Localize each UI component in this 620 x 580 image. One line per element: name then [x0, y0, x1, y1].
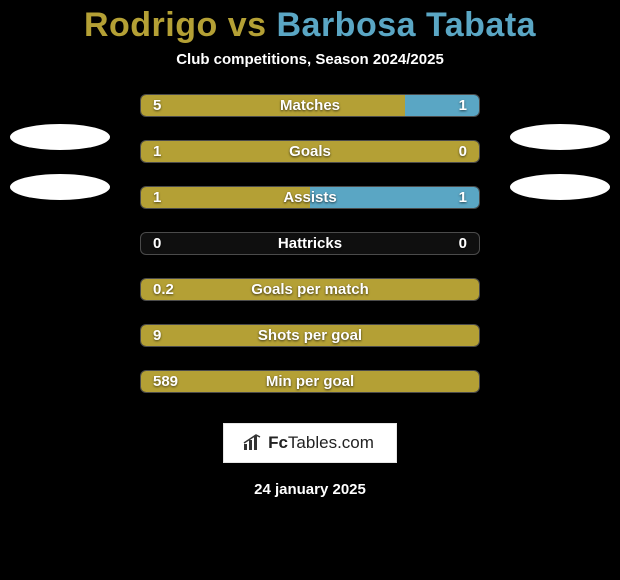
side-ellipse	[510, 124, 610, 150]
title-vs: vs	[228, 6, 267, 44]
footer-logo-strong: Fc	[268, 433, 288, 452]
stat-name: Hattricks	[141, 233, 479, 254]
stat-value-left: 1	[153, 187, 161, 208]
footer-date: 24 january 2025	[254, 481, 366, 498]
stat-bar: 11Assists	[140, 186, 480, 209]
content: Rodrigo vs Barbosa Tabata Club competiti…	[0, 0, 620, 580]
stat-bar-right	[310, 187, 479, 208]
stat-value-left: 9	[153, 325, 161, 346]
stat-bar-left	[141, 141, 479, 162]
stat-bar: 10Goals	[140, 140, 480, 163]
stat-bar-left	[141, 187, 310, 208]
stat-value-left: 5	[153, 95, 161, 116]
stat-bar-left	[141, 371, 479, 392]
stat-bar-left	[141, 325, 479, 346]
stat-bar: 9Shots per goal	[140, 324, 480, 347]
page-title: Rodrigo vs Barbosa Tabata	[84, 6, 536, 45]
stat-value-left: 0	[153, 233, 161, 254]
stat-bar: 0 0Hattricks	[140, 232, 480, 255]
title-player1: Rodrigo	[84, 6, 218, 44]
side-ellipse	[10, 124, 110, 150]
stat-row: 589Min per goal	[0, 370, 620, 393]
stat-bar-left	[141, 279, 479, 300]
subtitle: Club competitions, Season 2024/2025	[176, 51, 444, 68]
stat-bar-left	[141, 95, 405, 116]
stat-bar-right	[405, 95, 479, 116]
chart-icon	[242, 434, 262, 452]
stat-value-left: 0.2	[153, 279, 174, 300]
stat-value-right: 0	[459, 141, 467, 162]
stat-value-right: 1	[459, 95, 467, 116]
stat-value-left: 589	[153, 371, 178, 392]
stat-row: 0.2Goals per match	[0, 278, 620, 301]
stat-value-right: 0	[459, 233, 467, 254]
stat-bar: 51Matches	[140, 94, 480, 117]
stat-value-left: 1	[153, 141, 161, 162]
stat-bar: 0.2Goals per match	[140, 278, 480, 301]
footer-logo[interactable]: FcTables.com	[223, 423, 397, 463]
side-ellipse	[10, 174, 110, 200]
title-player2: Barbosa Tabata	[276, 6, 536, 44]
footer-logo-rest: Tables.com	[288, 433, 374, 452]
stat-row: 51Matches	[0, 94, 620, 117]
stat-row: 9Shots per goal	[0, 324, 620, 347]
side-ellipse	[510, 174, 610, 200]
stat-row: 0 0Hattricks	[0, 232, 620, 255]
stat-value-right: 1	[459, 187, 467, 208]
stat-bar: 589Min per goal	[140, 370, 480, 393]
footer-logo-text: FcTables.com	[268, 433, 374, 453]
